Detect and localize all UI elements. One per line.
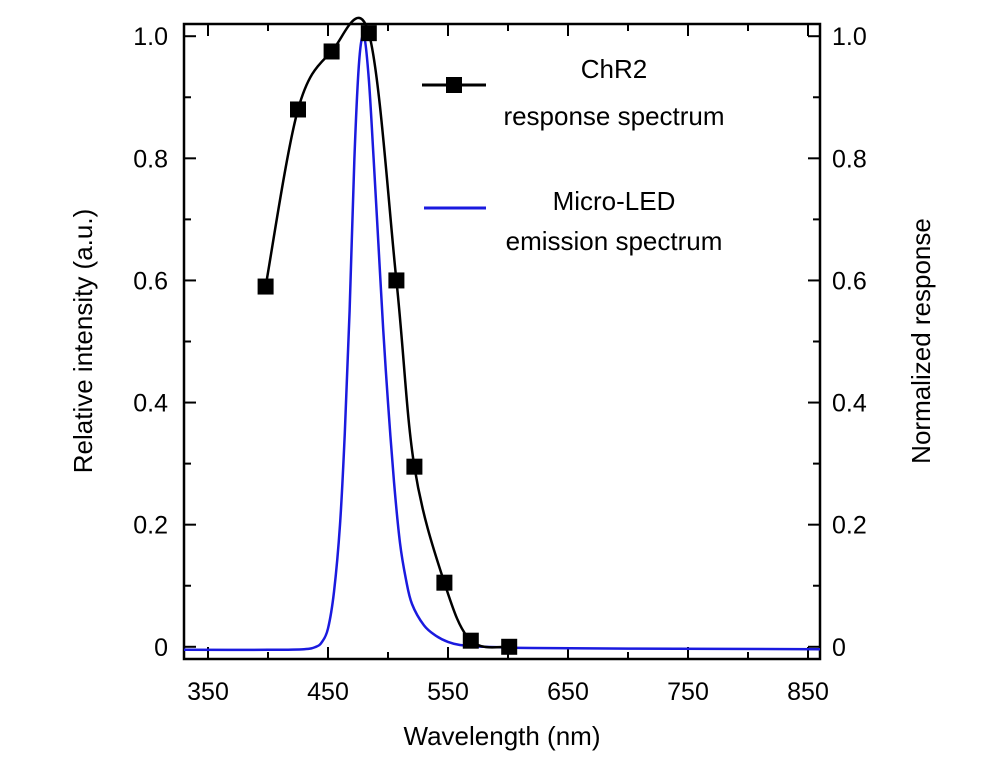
chr2-data-point	[290, 101, 306, 118]
y-tick-label-right: 0.2	[832, 512, 867, 540]
x-tick-label: 850	[787, 678, 829, 706]
legend-chr2-label-line2: response spectrum	[503, 101, 724, 131]
chr2-data-point	[388, 272, 405, 289]
plot-frame	[182, 22, 822, 661]
chr2-data-point	[360, 25, 377, 42]
x-tick-label: 650	[547, 678, 589, 706]
y-tick-label-right: 0	[832, 634, 846, 662]
y-axis-title-left: Relative intensity (a.u.)	[68, 209, 98, 473]
y-tick-label-left: 0.6	[133, 267, 168, 295]
legend: ChR2 response spectrum Micro-LED emissio…	[422, 54, 725, 256]
chr2-data-point	[406, 458, 423, 475]
y-tick-label-left: 0	[154, 634, 168, 662]
x-tick-label: 350	[187, 678, 229, 706]
chr2-data-point	[501, 638, 518, 655]
chr2-data-point	[462, 632, 479, 649]
x-axis-ticks: 350 450 550 650 750 850	[187, 24, 829, 706]
chr2-response-line	[264, 16, 510, 649]
legend-led-label-line1: Micro-LED	[553, 186, 676, 216]
y-tick-label-right: 0.4	[832, 390, 867, 418]
y-tick-label-left: 0.8	[133, 145, 168, 173]
legend-led-label-line2: emission spectrum	[506, 226, 723, 256]
micro-led-emission-line	[183, 34, 821, 652]
y-tick-label-left: 1.0	[133, 23, 168, 51]
y-tick-label-right: 1.0	[832, 23, 867, 51]
y-tick-label-right: 0.6	[832, 267, 867, 295]
chr2-data-point	[257, 278, 274, 295]
y-axis-title-right: Normalized response	[906, 218, 936, 464]
chr2-data-point	[436, 574, 453, 591]
legend-chr2-label-line1: ChR2	[581, 54, 647, 84]
y-tick-label-left: 0.2	[133, 512, 168, 540]
y-axis-ticks: 0 0 0.2 0.2 0.4 0.4 0.6 0.6 0.8 0.8 1.0 1.0	[133, 23, 867, 662]
series-layer	[183, 16, 821, 655]
x-tick-label: 450	[307, 678, 349, 706]
x-tick-label: 750	[667, 678, 709, 706]
y-tick-label-left: 0.4	[133, 390, 168, 418]
x-tick-label: 550	[427, 678, 469, 706]
x-axis-title: Wavelength (nm)	[404, 721, 601, 751]
legend-chr2-marker	[446, 77, 462, 93]
chr2-data-point	[323, 43, 340, 60]
y-tick-label-right: 0.8	[832, 145, 867, 173]
